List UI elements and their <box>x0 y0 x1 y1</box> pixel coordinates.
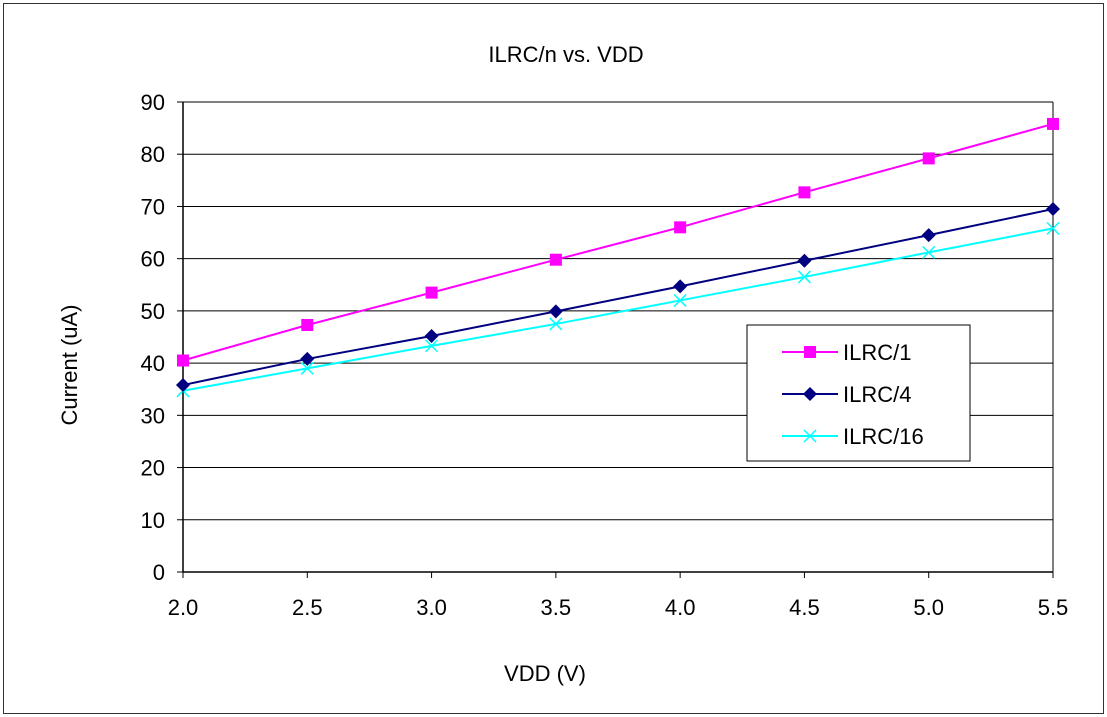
data-point <box>673 279 688 294</box>
legend-label: ILRC/4 <box>843 382 911 407</box>
series-ilrc-1 <box>177 117 1059 367</box>
gridlines <box>183 101 1053 521</box>
data-point <box>549 317 563 331</box>
x-axis-label: VDD (V) <box>504 661 586 686</box>
data-point <box>673 293 687 307</box>
data-point <box>798 186 811 199</box>
data-point-stroke <box>300 361 314 375</box>
data-point-stroke <box>797 270 811 284</box>
data-point <box>1046 221 1060 235</box>
data-point-stroke <box>673 293 687 307</box>
data-point <box>548 304 563 319</box>
y-tick-label: 20 <box>141 456 165 481</box>
data-point <box>424 328 439 343</box>
data-point <box>921 228 936 243</box>
data-point <box>803 387 817 401</box>
legend-item: ILRC/4 <box>782 382 911 407</box>
data-point <box>922 245 936 259</box>
x-tick-label: 3.5 <box>541 595 572 620</box>
legend: ILRC/1 ILRC/4 ILRC/16 <box>746 324 971 462</box>
data-point <box>300 351 315 366</box>
data-point <box>797 270 811 284</box>
x-tick-label: 2.0 <box>168 595 199 620</box>
series-ilrc-16 <box>176 221 1060 398</box>
data-point <box>674 221 687 234</box>
data-point <box>301 318 314 331</box>
x-tick-label: 4.0 <box>665 595 696 620</box>
legend-label: ILRC/1 <box>843 340 911 365</box>
y-tick-label: 70 <box>141 194 165 219</box>
x-tick-label: 5.5 <box>1038 595 1069 620</box>
y-tick-label: 40 <box>141 351 165 376</box>
legend-item: ILRC/1 <box>782 340 911 365</box>
data-point <box>300 361 314 375</box>
series-ilrc-4 <box>176 202 1060 393</box>
legend-item: ILRC/16 <box>782 424 924 449</box>
data-point-stroke <box>1046 221 1060 235</box>
data-point <box>922 152 935 165</box>
series-group <box>176 117 1060 398</box>
legend-label: ILRC/16 <box>843 424 924 449</box>
series-line <box>182 227 1054 392</box>
data-point <box>797 253 812 268</box>
y-tick-label: 0 <box>153 560 165 585</box>
data-point-stroke <box>803 429 817 443</box>
data-point <box>425 286 438 299</box>
x-tick-labels: 2.0 2.5 3.0 3.5 4.0 4.5 5.0 5.5 <box>168 595 1069 620</box>
axes <box>177 101 1054 578</box>
x-tick-label: 3.0 <box>416 595 447 620</box>
data-point <box>803 429 817 443</box>
data-point-stroke <box>549 317 563 331</box>
chart-title: ILRC/n vs. VDD <box>488 42 643 67</box>
data-point <box>1047 117 1059 130</box>
data-point-stroke <box>425 339 439 353</box>
y-tick-label: 50 <box>141 299 165 324</box>
y-tick-label: 60 <box>141 247 165 272</box>
data-point <box>549 253 562 266</box>
y-axis-label: Current (uA) <box>57 304 82 425</box>
y-tick-label: 80 <box>141 142 165 167</box>
x-tick-label: 2.5 <box>292 595 323 620</box>
x-tick-label: 5.0 <box>913 595 944 620</box>
data-point <box>425 339 439 353</box>
data-point <box>176 378 190 393</box>
data-point <box>804 346 816 358</box>
y-tick-labels: 0 10 20 30 40 50 60 70 80 90 <box>141 90 165 585</box>
x-tick-label: 4.5 <box>789 595 820 620</box>
series-line <box>182 122 1054 362</box>
y-tick-label: 90 <box>141 90 165 115</box>
series-line <box>182 208 1054 387</box>
data-point-stroke <box>922 245 936 259</box>
y-tick-label: 30 <box>141 403 165 428</box>
data-point <box>1046 202 1060 217</box>
y-tick-label: 10 <box>141 508 165 533</box>
data-point <box>177 354 189 367</box>
